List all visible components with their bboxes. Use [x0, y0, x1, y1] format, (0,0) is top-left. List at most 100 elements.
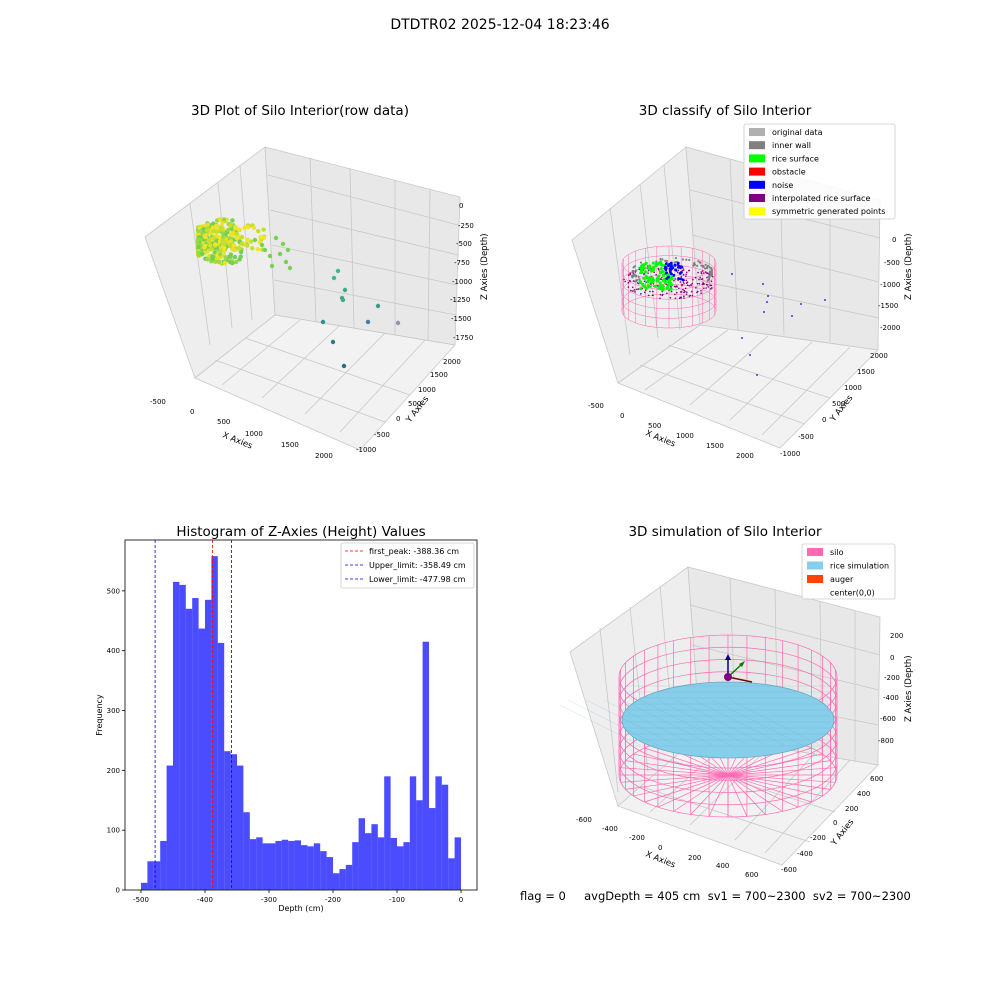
raw-point	[195, 237, 201, 242]
hist-bar	[397, 846, 404, 890]
raw-point	[196, 244, 202, 249]
wall-point	[674, 256, 677, 260]
hist-bar	[141, 882, 148, 890]
interp-point	[706, 276, 708, 279]
p2-ytick: -500	[798, 433, 814, 441]
wall-point	[631, 276, 634, 279]
noise-point	[670, 265, 674, 269]
raw-point	[340, 297, 346, 303]
interp-point	[643, 273, 645, 276]
hist-ylabel: Frequency	[95, 694, 104, 736]
noise-point	[756, 374, 758, 376]
hist-legend: first_peak: -388.36 cm Upper_limit: -358.…	[340, 542, 475, 589]
interp-point	[706, 272, 708, 275]
rice-point	[661, 288, 665, 292]
interp-point	[701, 278, 704, 280]
hist-bar	[249, 839, 257, 890]
raw-point	[238, 249, 244, 255]
interp-point	[684, 287, 687, 290]
hist-bar	[365, 833, 372, 890]
raw-point	[273, 235, 279, 241]
p2-xlabel: X Axies	[644, 429, 677, 450]
interp-point	[700, 278, 703, 281]
interp-point	[685, 273, 687, 276]
interp-point	[678, 287, 680, 290]
raw-point	[256, 228, 261, 234]
hist-bar	[294, 840, 301, 890]
interp-point	[685, 291, 688, 293]
wall-point	[696, 264, 699, 267]
wall-point	[639, 261, 643, 264]
interp-point	[633, 289, 636, 291]
p4-ztick: 0	[890, 654, 894, 662]
p2-ztick: -1500	[878, 302, 898, 310]
raw-point	[335, 268, 341, 274]
hist-xtick-label: -500	[133, 896, 149, 904]
interp-point	[647, 269, 650, 272]
interp-point	[670, 286, 672, 288]
silo-floor-line	[620, 767, 729, 776]
p4-xtick: 200	[688, 854, 701, 862]
panel4-title: 3D simulation of Silo Interior	[628, 524, 822, 540]
rice-point	[649, 268, 654, 272]
noise-point	[674, 268, 678, 272]
raw-point	[220, 238, 226, 244]
p4-ytick: -600	[781, 866, 797, 874]
raw-point	[245, 224, 251, 230]
interp-point	[657, 268, 660, 271]
hist-bar	[262, 843, 269, 890]
rice-point	[668, 287, 672, 291]
p1-ytick: 500	[408, 400, 421, 408]
interp-point	[690, 283, 692, 286]
hist-bar	[307, 846, 314, 890]
p1-xtick: -500	[150, 398, 166, 406]
raw-point	[277, 251, 283, 257]
raw-point	[250, 246, 255, 251]
rice-mesh-line	[657, 699, 749, 746]
p1-xtick: 500	[217, 418, 230, 426]
interp-point	[627, 274, 630, 276]
interp-point	[643, 291, 646, 294]
interp-point	[703, 283, 705, 285]
hist-bar	[211, 556, 218, 890]
interp-point	[708, 273, 711, 275]
raw-point	[239, 234, 245, 240]
raw-point	[262, 247, 268, 253]
silo-floor-line	[708, 774, 729, 817]
interp-point	[682, 288, 684, 291]
legend-label: rice simulation	[830, 562, 889, 571]
interp-point	[703, 287, 705, 290]
rice-point	[642, 276, 646, 280]
legend-label: auger	[830, 575, 854, 584]
raw-point	[219, 226, 225, 232]
raw-point	[251, 225, 257, 230]
interp-point	[660, 276, 663, 279]
interp-point	[659, 297, 661, 300]
rice-point	[650, 280, 654, 284]
interp-point	[707, 286, 710, 288]
silo-floor-line	[727, 774, 748, 817]
raw-point	[395, 320, 401, 326]
rice-mesh-line	[560, 704, 641, 746]
p4-legend: silo rice simulation auger center(0,0)	[801, 543, 896, 600]
silo-floor-line	[657, 774, 729, 808]
interp-point	[652, 290, 654, 293]
interp-point	[643, 280, 646, 283]
raw-point	[233, 259, 239, 265]
interp-point	[700, 272, 703, 275]
interp-point	[632, 280, 635, 282]
hist-bar	[422, 641, 429, 890]
raw-point	[252, 237, 258, 243]
p4-ytick: 200	[845, 805, 858, 813]
p1-ytick: -1000	[356, 446, 376, 454]
interp-point	[629, 273, 631, 276]
histogram-chart: -500 -400 -300 -200 -100 0 0 100 200 300 400 500 D…	[95, 539, 478, 913]
interp-point	[684, 290, 686, 293]
raw-point	[267, 253, 273, 259]
p2-ztick: -2000	[880, 324, 900, 332]
raw-point	[210, 255, 215, 260]
interp-point	[678, 297, 681, 300]
rice-point	[657, 274, 661, 278]
silo-floor-line	[727, 774, 823, 797]
raw-point	[235, 231, 240, 237]
